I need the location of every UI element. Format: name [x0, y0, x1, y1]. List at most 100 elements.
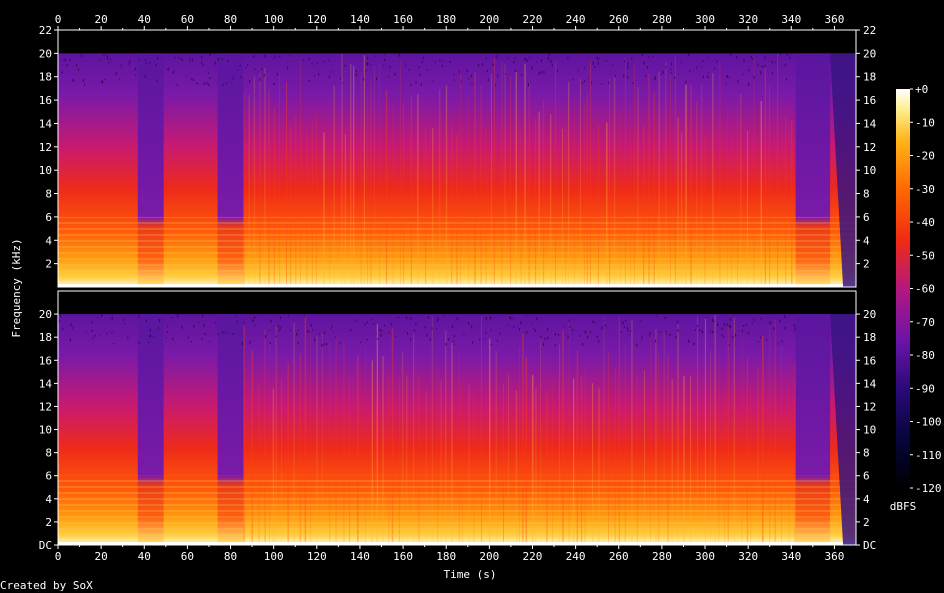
transient-streak: [643, 126, 645, 287]
speckle: [468, 78, 470, 80]
speckle: [677, 329, 679, 332]
speckle: [171, 317, 173, 319]
speckle: [596, 56, 598, 60]
speckle: [124, 323, 126, 325]
speckle: [157, 327, 159, 329]
colorbar-tick-label: -60: [915, 283, 935, 296]
transient-streak: [329, 98, 331, 287]
transient-streak: [618, 316, 620, 545]
transient-streak: [667, 354, 669, 545]
speckle: [636, 343, 638, 347]
transient-streak: [437, 368, 439, 545]
speckle: [145, 319, 147, 322]
speckle: [757, 63, 759, 66]
speckle: [297, 342, 299, 345]
transient-streak: [273, 108, 275, 287]
speckle: [191, 77, 193, 81]
transient-streak: [259, 72, 261, 287]
y-tick-label-left: 8: [45, 447, 52, 460]
speckle: [463, 333, 465, 335]
speckle: [664, 316, 666, 319]
transient-streak: [794, 362, 796, 545]
speckle: [263, 73, 265, 77]
transient-streak: [400, 60, 401, 287]
speckle: [725, 83, 727, 85]
y-tick-label-left: 10: [39, 164, 52, 177]
speckle: [764, 64, 766, 68]
x-tick-label-bottom: 260: [609, 550, 629, 563]
y-tick-label-right: 8: [863, 447, 870, 460]
speckle: [330, 328, 332, 330]
speckle: [497, 75, 499, 78]
speckle: [519, 328, 520, 331]
speckle: [659, 331, 661, 333]
speckle: [778, 343, 780, 345]
speckle: [76, 64, 78, 67]
speckle: [535, 330, 536, 332]
speckle: [485, 57, 487, 60]
speckle: [653, 56, 654, 58]
transient-streak: [248, 94, 250, 287]
y-tick-label-right: 6: [863, 211, 870, 224]
speckle: [355, 70, 357, 72]
y-tick-label-left: 4: [45, 493, 52, 506]
speckle: [723, 323, 725, 326]
speckle: [639, 320, 641, 322]
transient-streak: [620, 111, 621, 287]
transient-streak: [762, 336, 764, 545]
transient-streak: [253, 76, 256, 287]
y-tick-label-left: 2: [45, 516, 52, 529]
silent-region: [58, 291, 856, 315]
transient-streak: [680, 132, 683, 287]
x-tick-label-bottom: 80: [224, 550, 237, 563]
speckle: [604, 324, 606, 327]
speckle: [257, 71, 259, 73]
speckle: [366, 321, 368, 324]
transient-streak: [580, 375, 583, 545]
transient-streak: [774, 319, 776, 545]
transient-streak: [293, 322, 295, 545]
silent-region: [58, 30, 856, 54]
x-tick-label-bottom: 140: [350, 550, 370, 563]
speckle: [309, 331, 311, 333]
x-tick-label-bottom: 340: [781, 550, 801, 563]
speckle: [525, 315, 527, 317]
speckle: [709, 329, 711, 331]
speckle: [581, 81, 583, 84]
colorbar: +0 -10 -20 -30 -40 -50 -60 -70 -80 -90 -100 -110 -12…: [896, 83, 942, 495]
transient-streak: [677, 117, 679, 287]
speckle: [383, 65, 385, 67]
speckle: [81, 54, 82, 58]
transient-streak: [538, 111, 540, 287]
speckle: [398, 54, 400, 57]
transient-streak: [328, 342, 331, 545]
speckle: [760, 318, 762, 320]
transient-streak: [391, 328, 394, 545]
transient-streak: [515, 390, 518, 545]
speckle: [608, 81, 610, 84]
transient-streak: [374, 66, 375, 287]
x-tick-label-bottom: 320: [738, 550, 758, 563]
speckle: [111, 331, 113, 334]
speckle: [773, 327, 775, 330]
speckle: [471, 325, 473, 329]
speckle: [743, 325, 745, 327]
speckle: [149, 334, 151, 337]
speckle: [555, 333, 556, 336]
speckle: [509, 316, 511, 319]
y-tick-label-left: 20: [39, 47, 52, 60]
transient-streak: [665, 61, 667, 287]
speckle: [167, 330, 168, 333]
transient-streak: [613, 77, 616, 287]
speckle: [376, 77, 378, 81]
speckle: [495, 83, 497, 86]
speckle: [598, 58, 600, 60]
y-tick-label-right: 18: [863, 331, 876, 344]
speckle: [732, 336, 734, 339]
y-tick-label-right: 18: [863, 71, 876, 84]
speckle: [128, 63, 130, 65]
x-tick-label-top: 240: [566, 13, 586, 26]
speckle: [334, 336, 336, 339]
transient-streak: [311, 121, 313, 288]
speckle: [727, 75, 728, 78]
